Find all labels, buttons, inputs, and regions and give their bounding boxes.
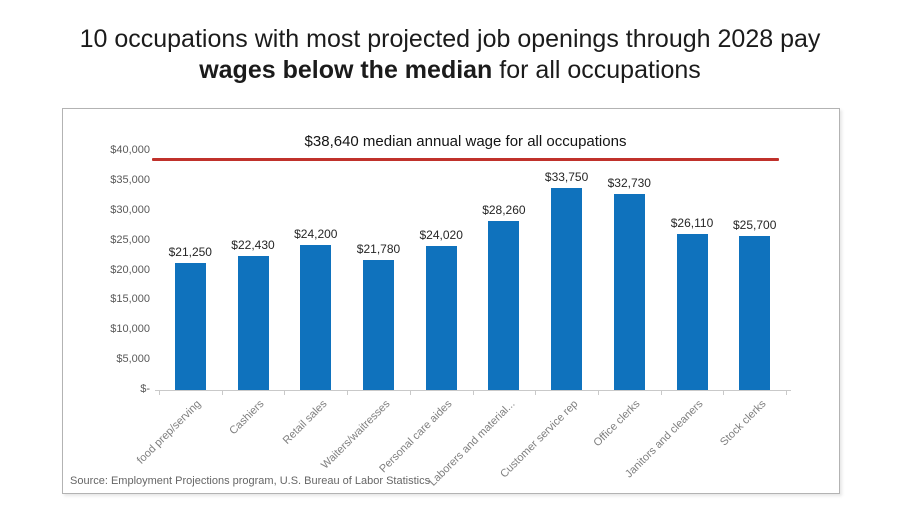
y-tick-label: $5,000 [116,353,150,365]
category-label: Waiters/waitresses [318,398,392,472]
bar-value-label: $32,730 [607,176,651,190]
x-axis-tick [472,391,474,395]
y-tick-label: $10,000 [110,323,150,335]
category-label: food prep/serving [135,398,204,467]
source-note: Source: Employment Projections program, … [70,475,431,487]
x-axis-tick [284,391,286,395]
bar-value-label: $25,700 [732,218,777,232]
median-wage-annotation: $38,640 median annual wage for all occup… [304,133,627,150]
x-axis-tick [786,391,787,395]
plot-area: $21,250 food prep/serving $22,430 Cashiers $… [63,109,839,493]
slide-title-text-3: for all occupations [492,56,701,84]
bar-value-label: $21,780 [356,242,401,256]
y-tick-label: $30,000 [110,204,150,216]
category-label: Office clerks [591,398,643,450]
y-tick-label: $25,000 [110,234,150,246]
y-tick-label: $35,000 [110,174,150,186]
x-axis-tick [660,391,662,395]
category-label: Stock clerks [717,398,769,449]
bar [363,260,394,390]
bar [300,245,332,390]
y-tick-label: $40,000 [110,144,150,156]
bar [739,236,771,390]
x-axis-tick [723,391,725,395]
x-axis-tick [597,391,599,395]
bar-value-label: $24,020 [419,228,463,242]
bar-value-label: $24,200 [294,227,338,241]
slide-title-text-1: 10 occupations with most projected job o… [79,25,711,53]
x-axis-tick [535,391,537,395]
bar [425,246,457,390]
x-axis-tick [409,391,411,395]
bar [488,221,520,390]
category-label: Janitors and cleaners [623,398,706,481]
bar-value-label: $22,430 [231,238,275,252]
category-label: Retail sales [280,398,330,447]
slide-title-bold-text: wages below the median [199,56,493,84]
y-tick-label: $- [140,383,150,395]
category-label: Cashiers [227,398,267,438]
category-label: Laborers and material... [426,398,518,489]
bar-value-label: $28,260 [482,203,526,217]
y-tick-label: $20,000 [110,264,150,276]
bar [237,256,269,390]
x-axis-tick [347,391,349,395]
bar-value-label: $26,110 [670,216,714,230]
slide-title: 10 occupations with most projected job o… [70,24,830,86]
bar-value-label: $33,750 [544,170,589,184]
bar [174,263,206,390]
slide-title-text-2: 2028 pay [717,25,821,53]
bar-value-label: $21,250 [168,245,212,259]
chart-panel: $38,640 median annual wage for all occup… [62,108,840,494]
category-label: Customer service rep [497,398,581,481]
bar [676,234,708,390]
y-axis: $40,000 $35,000 $30,000 $25,000 $20,000 $15,0… [63,109,150,493]
bar [551,188,583,390]
x-axis-tick [221,391,223,395]
median-wage-line [152,158,779,161]
x-axis-tick [159,391,160,395]
category-label: Personal care aides [377,398,455,476]
bar [613,194,645,390]
x-axis-line [155,390,791,391]
y-tick-label: $15,000 [110,293,150,305]
